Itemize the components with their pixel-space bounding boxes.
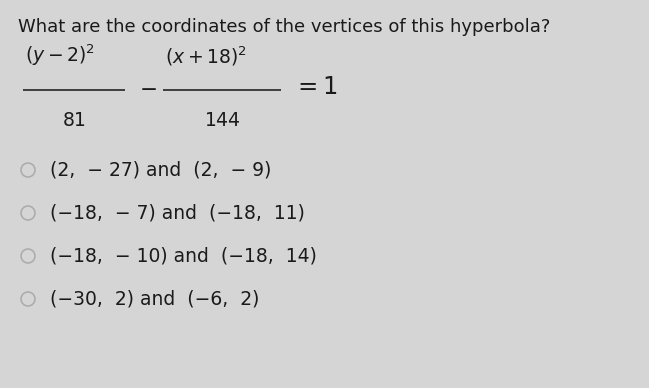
Text: $81$: $81$ bbox=[62, 112, 86, 130]
Text: $(x+18)^2$: $(x+18)^2$ bbox=[165, 45, 247, 68]
Text: $144$: $144$ bbox=[204, 112, 240, 130]
Text: $(y-2)^2$: $(y-2)^2$ bbox=[25, 43, 95, 68]
Text: (−18,  − 10) and  (−18,  14): (−18, − 10) and (−18, 14) bbox=[50, 246, 317, 265]
Text: (2,  − 27) and  (2,  − 9): (2, − 27) and (2, − 9) bbox=[50, 161, 271, 180]
Text: (−30,  2) and  (−6,  2): (−30, 2) and (−6, 2) bbox=[50, 289, 260, 308]
Text: What are the coordinates of the vertices of this hyperbola?: What are the coordinates of the vertices… bbox=[18, 18, 550, 36]
Text: $-$: $-$ bbox=[139, 77, 157, 99]
Text: $= 1$: $= 1$ bbox=[293, 76, 338, 99]
Text: (−18,  − 7) and  (−18,  11): (−18, − 7) and (−18, 11) bbox=[50, 203, 305, 222]
